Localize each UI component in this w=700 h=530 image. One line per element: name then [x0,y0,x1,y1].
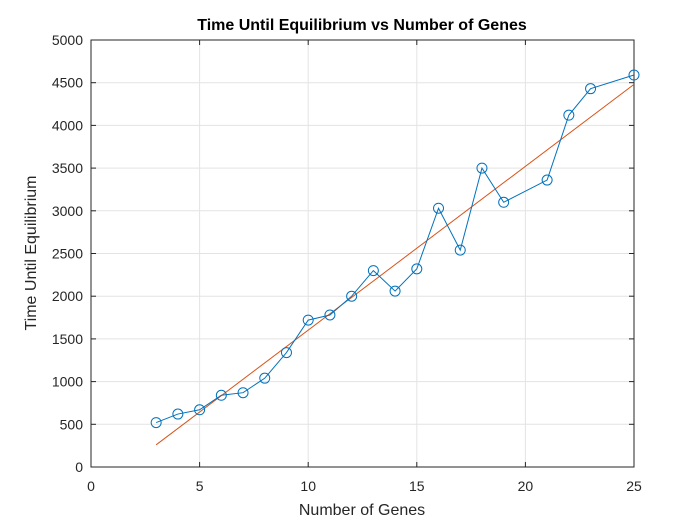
y-tick-label: 2500 [52,246,83,262]
data-point [280,347,292,359]
data-point [628,69,640,81]
grid-layer [90,39,635,468]
data-point [454,244,466,256]
y-tick-label: 500 [60,416,84,432]
data-point [215,389,227,401]
data-point [324,309,336,321]
y-tick-label: 3000 [52,203,83,219]
data-point [476,162,488,174]
x-tick-label: 25 [626,478,642,494]
y-tick-label: 0 [75,459,83,475]
data-point [585,83,597,95]
x-axis-label: Number of Genes [299,502,425,519]
data-point [411,263,423,275]
series-layer [150,69,640,446]
y-tick-label: 4000 [52,117,83,133]
y-tick-label: 4500 [52,75,83,91]
x-tick-label: 5 [196,478,204,494]
y-tick-label: 5000 [52,32,83,48]
x-tick-label: 0 [87,478,95,494]
data-point [259,372,271,384]
data-point [433,202,445,214]
data-point [237,387,249,399]
x-tick-label: 20 [518,478,534,494]
data-point [367,265,379,277]
data-point [172,408,184,420]
chart-title: Time Until Equilibrium vs Number of Gene… [197,17,527,34]
data-point [346,290,358,302]
fit-line [155,84,635,446]
data-point [302,314,314,326]
data-point [150,417,162,429]
y-axis-label: Time Until Equilibrium [23,176,40,331]
data-point [498,196,510,208]
y-tick-label: 1000 [52,374,83,390]
x-tick-label: 15 [409,478,425,494]
y-tick-label: 2000 [52,288,83,304]
x-tick-label: 10 [300,478,316,494]
y-tick-label: 3500 [52,160,83,176]
data-point [389,285,401,297]
data-series-line [155,74,635,424]
tick-layer: 0 5 10 15 20 25 0 500 1000 1500 2000 2500 3000 3500 40… [52,32,642,494]
data-point [194,404,206,416]
data-point [563,109,575,121]
data-point [541,174,553,186]
y-tick-label: 1500 [52,331,83,347]
